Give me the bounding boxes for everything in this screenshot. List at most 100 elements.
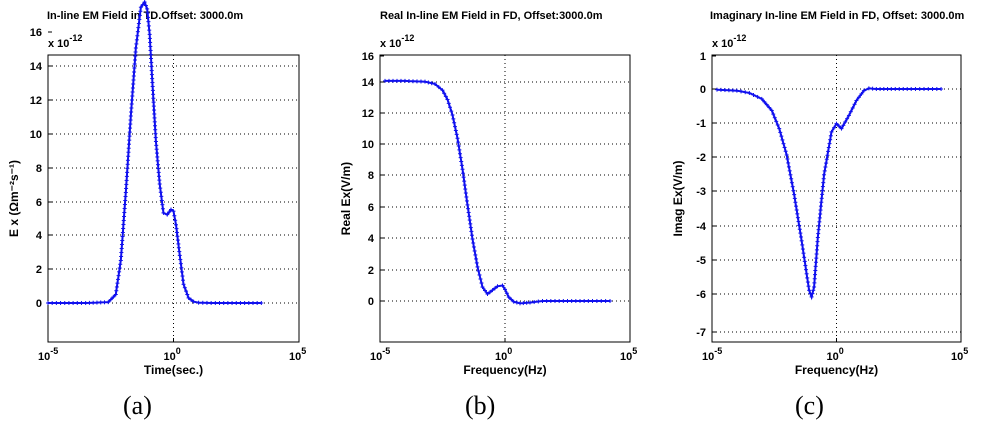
scale-factor: x 10-12: [380, 33, 414, 50]
data-point: [778, 130, 783, 135]
data-point: [182, 285, 187, 290]
data-point: [818, 211, 823, 216]
data-point: [599, 299, 604, 303]
data-point: [483, 288, 487, 293]
y-tick-label: 10: [30, 129, 42, 141]
data-point: [151, 96, 156, 101]
data-point: [423, 79, 427, 84]
chart-panel-c: Imaginary In-line EM Field in FD, Offset…: [671, 10, 968, 420]
data-point: [816, 227, 821, 232]
data-point: [395, 78, 399, 83]
data-point: [128, 126, 133, 131]
data-point: [490, 288, 495, 293]
data-point: [446, 101, 451, 106]
data-point: [475, 264, 480, 269]
data-point: [127, 134, 132, 139]
data-point: [158, 186, 163, 191]
data-point: [802, 255, 807, 260]
data-point: [238, 301, 243, 305]
data-point: [834, 121, 839, 126]
data-point: [553, 299, 557, 303]
data-point: [250, 301, 255, 305]
data-point: [922, 87, 927, 91]
data-point: [123, 194, 128, 199]
data-point: [500, 283, 505, 288]
data-point: [242, 301, 247, 305]
data-point: [152, 123, 157, 128]
data-point: [87, 300, 92, 305]
data-point: [820, 184, 825, 189]
data-point: [131, 78, 136, 82]
data-point: [926, 87, 931, 91]
data-point: [815, 235, 820, 240]
data-point: [411, 79, 415, 84]
data-point: [472, 248, 477, 253]
data-point: [419, 79, 423, 84]
data-point: [799, 234, 804, 239]
data-point: [174, 222, 179, 227]
data-point: [854, 98, 859, 103]
data-point: [809, 294, 814, 299]
data-point: [123, 198, 128, 203]
data-point: [464, 194, 469, 199]
data-point: [442, 91, 447, 96]
data-point: [827, 141, 832, 146]
data-point: [471, 244, 476, 249]
data-point: [453, 124, 457, 129]
data-point: [718, 87, 723, 92]
data-point: [122, 214, 127, 219]
data-point: [150, 80, 155, 85]
data-point: [440, 88, 445, 93]
data-point: [817, 215, 822, 220]
data-point: [134, 37, 139, 42]
data-point: [159, 194, 164, 199]
x-tick-label: 10-5: [38, 346, 58, 363]
data-point: [246, 301, 251, 305]
data-point: [791, 188, 796, 193]
data-point: [805, 280, 810, 285]
data-point: [453, 128, 458, 133]
data-point: [561, 299, 566, 303]
data-point: [825, 153, 830, 158]
data-point: [493, 286, 497, 291]
x-axis-label: Time(sec.): [144, 363, 203, 377]
data-point: [730, 88, 735, 93]
data-point: [785, 156, 790, 161]
data-point: [769, 108, 774, 113]
data-point: [191, 299, 196, 304]
plot-frame: [379, 54, 631, 343]
data-point: [122, 210, 127, 215]
data-point: [841, 123, 846, 128]
data-point: [789, 176, 794, 181]
data-point: [463, 191, 468, 196]
data-point: [782, 145, 787, 150]
data-point: [870, 86, 875, 91]
data-point: [407, 79, 411, 84]
data-point: [138, 5, 143, 10]
data-point: [54, 301, 59, 305]
data-point: [450, 113, 455, 117]
data-point: [477, 272, 482, 277]
data-point: [792, 192, 797, 197]
data-point: [117, 269, 122, 274]
data-point: [126, 154, 131, 159]
data-point: [132, 70, 137, 74]
y-tick-label: 6: [36, 197, 42, 209]
data-point: [586, 299, 591, 303]
data-point: [383, 78, 387, 83]
data-point: [128, 118, 133, 123]
data-point: [815, 243, 820, 248]
data-point: [129, 106, 134, 110]
data-point: [115, 281, 120, 286]
data-point: [823, 165, 828, 169]
data-point: [138, 9, 143, 14]
data-point: [816, 231, 821, 236]
data-point: [154, 143, 159, 148]
data-point: [820, 192, 825, 197]
data-point: [878, 87, 883, 91]
data-point: [230, 301, 235, 305]
y-tick-label: 16: [362, 51, 374, 63]
data-point: [119, 254, 124, 259]
data-point: [789, 180, 794, 185]
data-point: [829, 129, 834, 134]
